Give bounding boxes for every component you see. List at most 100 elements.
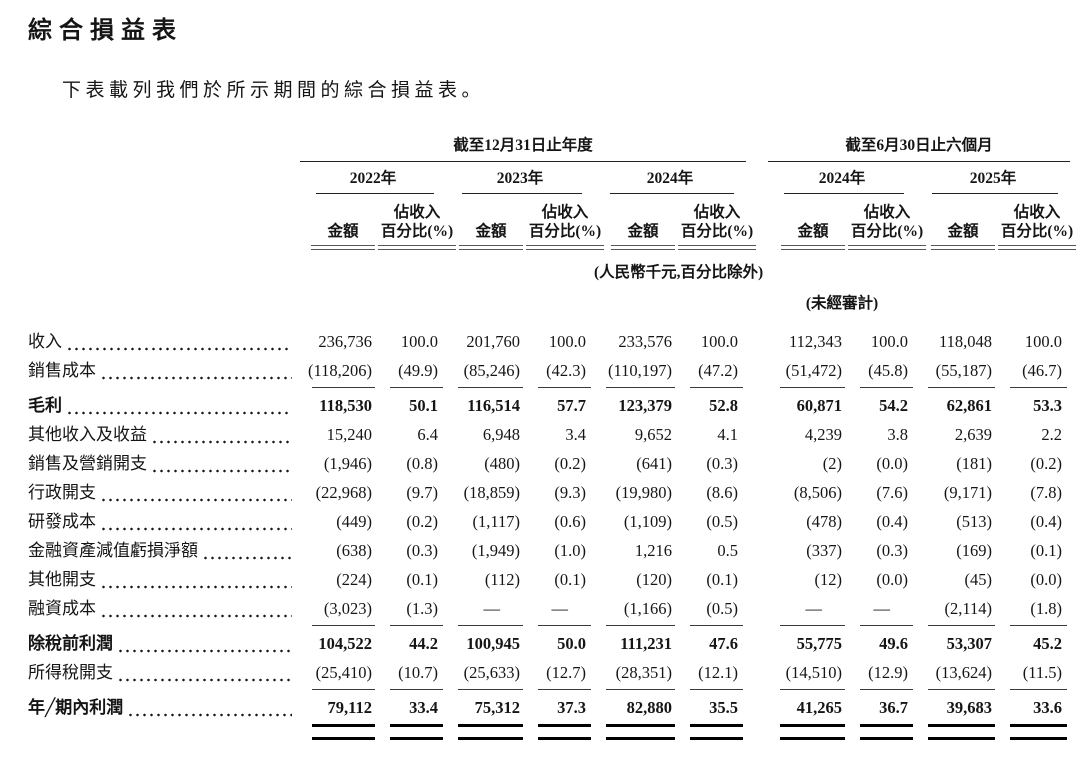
row-label: 除稅前利潤: [28, 628, 300, 658]
value-cell: 35.5: [709, 697, 739, 717]
value-cell: (0.4): [876, 511, 909, 531]
value-cell: (0.2): [1030, 453, 1063, 473]
value-cell: 62,861: [946, 395, 993, 415]
table-row: 毛利 118,530 50.1 116,514 57.7 123,379 52.…: [28, 390, 1070, 420]
table-row: 年╱期內利潤 79,112 33.4 75,312 37.3 82,880 35…: [28, 692, 1070, 722]
row-label: 行政開支: [28, 477, 300, 507]
value-cell: (478): [806, 511, 843, 531]
value-cell: (0.1): [406, 569, 438, 589]
value-cell: 52.8: [709, 395, 739, 415]
value-cell: 104,522: [318, 633, 372, 653]
value-cell: —: [483, 598, 501, 618]
value-cell: 201,760: [466, 331, 520, 351]
value-cell: (1,946): [323, 453, 372, 473]
value-cell: (14,510): [785, 662, 843, 682]
table-row: 其他開支 (224) (0.1) (112) (0.1) (120) (0.1)…: [28, 564, 1070, 594]
value-cell: (9.3): [554, 482, 586, 502]
value-cell: 47.6: [709, 633, 739, 653]
value-cell: 6,948: [482, 424, 520, 444]
row-label: 銷售及營銷開支: [28, 448, 300, 478]
year-header: 2025年: [916, 162, 1070, 194]
value-cell: 118,530: [319, 395, 372, 415]
row-label: 所得稅開支: [28, 657, 300, 687]
value-cell: (1,949): [471, 540, 520, 560]
value-cell: (169): [956, 540, 993, 560]
table-row: 融資成本 (3,023) (1.3) — — (1,166) (0.5) — —…: [28, 593, 1070, 623]
value-cell: 100.0: [400, 331, 438, 351]
value-cell: 118,048: [939, 331, 993, 351]
unit-note: (人民幣千元,百分比除外): [594, 263, 764, 281]
value-cell: (11.5): [1022, 662, 1063, 682]
amount-column-header: 金額: [916, 194, 998, 250]
value-cell: (0.3): [706, 453, 739, 473]
value-cell: (9,171): [943, 482, 993, 502]
value-cell: (8,506): [793, 482, 843, 502]
value-cell: (46.7): [1022, 360, 1063, 380]
dot-leader: [100, 506, 292, 531]
row-label: 其他收入及收益: [28, 419, 300, 449]
dot-leader: [151, 448, 292, 473]
value-cell: —: [551, 598, 569, 618]
value-cell: (337): [806, 540, 843, 560]
dot-leader: [151, 419, 292, 444]
row-label: 收入: [28, 313, 300, 356]
value-cell: (0.1): [706, 569, 739, 589]
section-header-row: 截至12月31日止年度 截至6月30日止六個月: [28, 136, 1071, 162]
year-header: 2022年: [300, 162, 446, 194]
value-cell: 112,343: [789, 331, 843, 351]
value-cell: 53.3: [1033, 395, 1063, 415]
value-cell: (19,980): [615, 482, 672, 502]
year-header: 2024年: [768, 162, 916, 194]
percent-column-header: 佔收入 百分比(%): [678, 194, 756, 250]
value-cell: (0.2): [406, 511, 438, 531]
dot-leader: [202, 535, 292, 560]
value-cell: 60,871: [796, 395, 843, 415]
value-cell: 75,312: [474, 697, 520, 717]
value-cell: 123,379: [618, 395, 672, 415]
value-cell: (3,023): [323, 598, 372, 618]
value-cell: 100.0: [870, 331, 909, 351]
value-cell: 233,576: [618, 331, 672, 351]
row-label: 年╱期內利潤: [28, 692, 300, 722]
year-header-row: 2022年 2023年 2024年 2024年 2025年: [28, 162, 1070, 194]
value-cell: 4.1: [717, 424, 739, 444]
value-cell: (1,166): [623, 598, 672, 618]
value-cell: 3.8: [887, 424, 909, 444]
column-header-row: 金額 佔收入 百分比(%) 金額 佔收入 百分比(%) 金額 佔收入 百分比(%) 金…: [28, 194, 1077, 250]
value-cell: 15,240: [326, 424, 372, 444]
unaudited-note: (未經審計): [805, 294, 879, 312]
value-cell: (638): [336, 540, 372, 560]
value-cell: (224): [336, 569, 372, 589]
value-cell: (51,472): [785, 360, 843, 380]
value-cell: (0.1): [554, 569, 586, 589]
value-cell: (513): [956, 511, 993, 531]
section-header-interim: 截至6月30日止六個月: [768, 136, 1071, 162]
amount-column-header: 金額: [300, 194, 378, 250]
value-cell: (110,197): [607, 360, 672, 380]
value-cell: 4,239: [804, 424, 843, 444]
value-cell: (1,117): [472, 511, 520, 531]
value-cell: (13,624): [935, 662, 993, 682]
row-label: 融資成本: [28, 593, 300, 623]
dot-leader: [100, 593, 292, 618]
dot-leader: [100, 564, 292, 589]
dot-leader: [100, 355, 292, 380]
value-cell: (120): [636, 569, 672, 589]
unit-note-row: (人民幣千元,百分比除外): [28, 250, 1070, 282]
separator-rule-row: [28, 687, 1070, 693]
value-cell: 50.0: [557, 633, 586, 653]
table-row: 銷售成本 (118,206) (49.9) (85,246) (42.3) (1…: [28, 355, 1070, 385]
value-cell: (12.7): [546, 662, 586, 682]
percent-column-header: 佔收入 百分比(%): [848, 194, 927, 250]
value-cell: 41,265: [796, 697, 843, 717]
value-cell: 6.4: [417, 424, 438, 444]
value-cell: 37.3: [557, 697, 586, 717]
value-cell: 79,112: [327, 697, 372, 717]
separator-rule-row: [28, 385, 1070, 391]
table-row: 研發成本 (449) (0.2) (1,117) (0.6) (1,109) (…: [28, 506, 1070, 536]
value-cell: 1,216: [634, 540, 672, 560]
value-cell: 44.2: [409, 633, 438, 653]
value-cell: (12): [814, 569, 843, 589]
value-cell: 2,639: [954, 424, 993, 444]
table-row: 所得稅開支 (25,410) (10.7) (25,633) (12.7) (2…: [28, 657, 1070, 687]
